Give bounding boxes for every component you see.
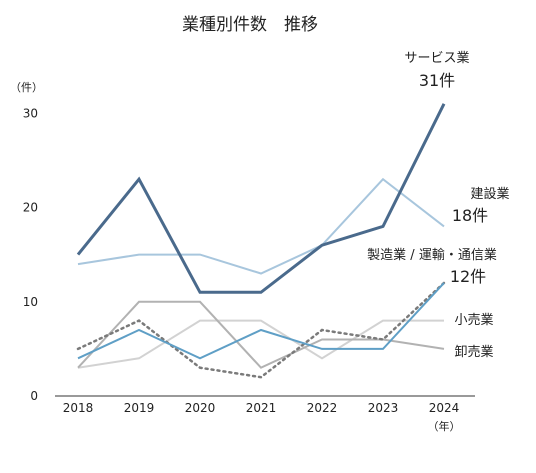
y-axis-ticks: 0 10 20 30 [23, 106, 38, 403]
series-name-label: 製造業 / 運輸・通信業 [367, 247, 497, 263]
y-tick-label: 30 [23, 106, 38, 120]
series-value-label: 12件 [450, 267, 486, 286]
x-tick-label: 2018 [63, 401, 94, 415]
series-line [76, 103, 446, 294]
series-name-label: 建設業 [470, 186, 509, 202]
x-axis-ticks: 2018 2019 2020 2021 2022 2023 2024 [63, 401, 460, 415]
y-tick-label: 10 [23, 295, 38, 309]
x-tick-label: 2023 [368, 401, 399, 415]
x-tick-label: 2022 [307, 401, 338, 415]
series-line [76, 281, 446, 379]
x-tick-label: 2021 [246, 401, 277, 415]
series-name-label: 卸売業 [454, 344, 493, 360]
x-tick-label: 2019 [124, 401, 155, 415]
chart-title: 業種別件数 推移 [182, 15, 318, 35]
series-name-label: サービス業 [404, 50, 469, 66]
series-name-label: 小売業 [454, 312, 493, 328]
series-value-label: 18件 [452, 206, 488, 225]
y-axis-unit: （件） [10, 81, 43, 94]
x-tick-label: 2024 [429, 401, 460, 415]
x-tick-label: 2020 [185, 401, 216, 415]
series-value-label: 31件 [419, 71, 455, 90]
y-tick-label: 0 [30, 389, 38, 403]
y-tick-label: 20 [23, 201, 38, 215]
x-axis-unit: （年） [428, 419, 461, 433]
series-line [77, 319, 444, 369]
series-line [77, 300, 445, 369]
series-line [77, 282, 445, 360]
series-line [77, 177, 445, 275]
series-layer [76, 103, 446, 379]
